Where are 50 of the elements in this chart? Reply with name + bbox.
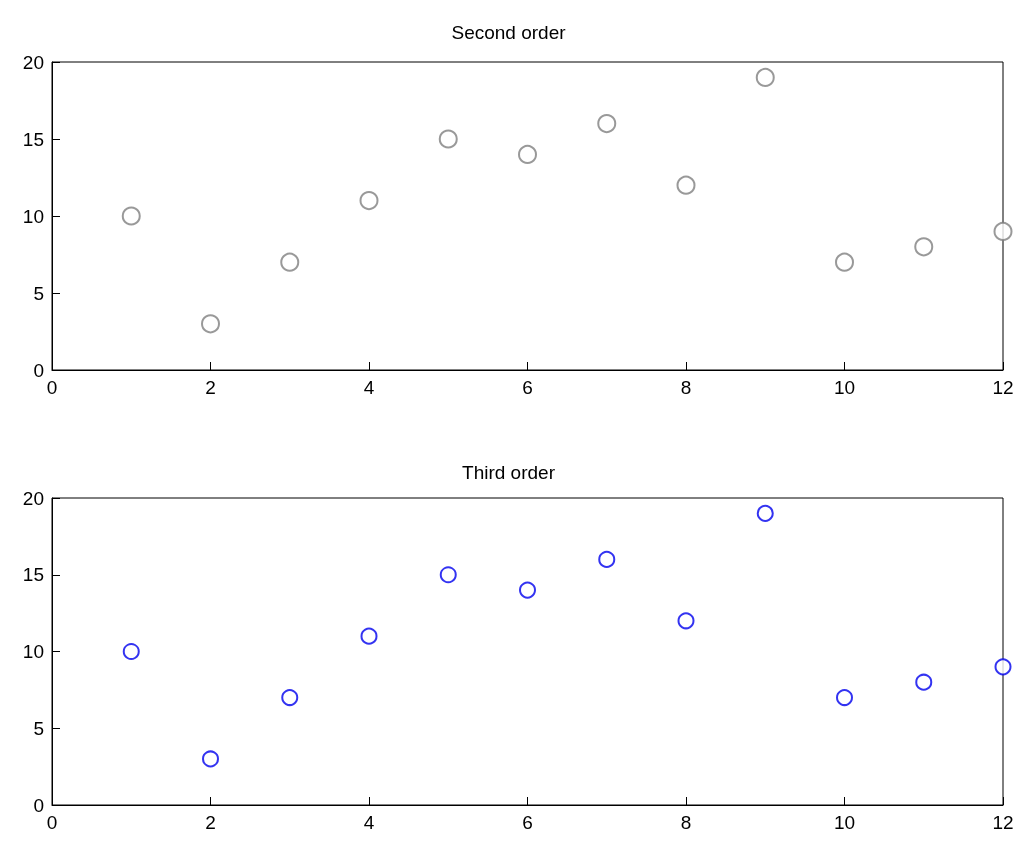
- point: [518, 144, 537, 164]
- y-tick-label: 15: [22, 564, 44, 586]
- point: [360, 627, 378, 645]
- point: [676, 175, 696, 195]
- point: [915, 673, 933, 691]
- x-tick-label: 0: [46, 377, 58, 398]
- point: [121, 206, 141, 226]
- point: [597, 114, 617, 134]
- point: [281, 689, 299, 707]
- x-tick-label: 2: [205, 377, 216, 398]
- point: [438, 129, 458, 149]
- point: [914, 237, 934, 257]
- x-tick-label: 2: [205, 812, 216, 833]
- x-tick-label: 12: [992, 812, 1014, 833]
- y-tick-label: 15: [22, 128, 44, 150]
- x-tick-label: 8: [680, 377, 692, 398]
- x-tick-label: 4: [363, 377, 375, 398]
- y-tick-label: 5: [33, 282, 44, 304]
- point: [280, 252, 300, 272]
- point: [359, 191, 379, 211]
- x-tick-label: 6: [522, 812, 533, 833]
- point: [439, 566, 457, 584]
- x-tick-label: 6: [522, 377, 533, 398]
- point: [835, 252, 854, 272]
- point: [201, 314, 220, 334]
- point: [836, 689, 853, 707]
- point: [677, 612, 695, 630]
- y-tick-label: 20: [22, 51, 44, 73]
- point: [519, 581, 536, 599]
- y-tick-label: 20: [22, 487, 44, 509]
- point: [598, 550, 616, 568]
- x-tick-label: 10: [833, 812, 856, 833]
- chart-title: Second order: [451, 22, 567, 43]
- x-tick-label: 8: [680, 812, 692, 833]
- y-tick-label: 5: [33, 717, 44, 739]
- point: [993, 221, 1013, 241]
- chart-title: Third order: [462, 462, 556, 483]
- x-tick-label: 12: [992, 377, 1014, 398]
- y-tick-label: 0: [33, 359, 44, 381]
- point: [755, 67, 775, 87]
- point: [202, 750, 219, 768]
- point: [756, 504, 774, 522]
- y-tick-label: 10: [22, 205, 44, 227]
- y-tick-label: 0: [33, 794, 44, 816]
- y-tick-label: 10: [22, 641, 44, 662]
- x-tick-label: 0: [46, 812, 58, 833]
- point: [994, 658, 1012, 676]
- x-tick-label: 4: [363, 812, 375, 833]
- point: [122, 643, 140, 660]
- x-tick-label: 10: [833, 377, 856, 398]
